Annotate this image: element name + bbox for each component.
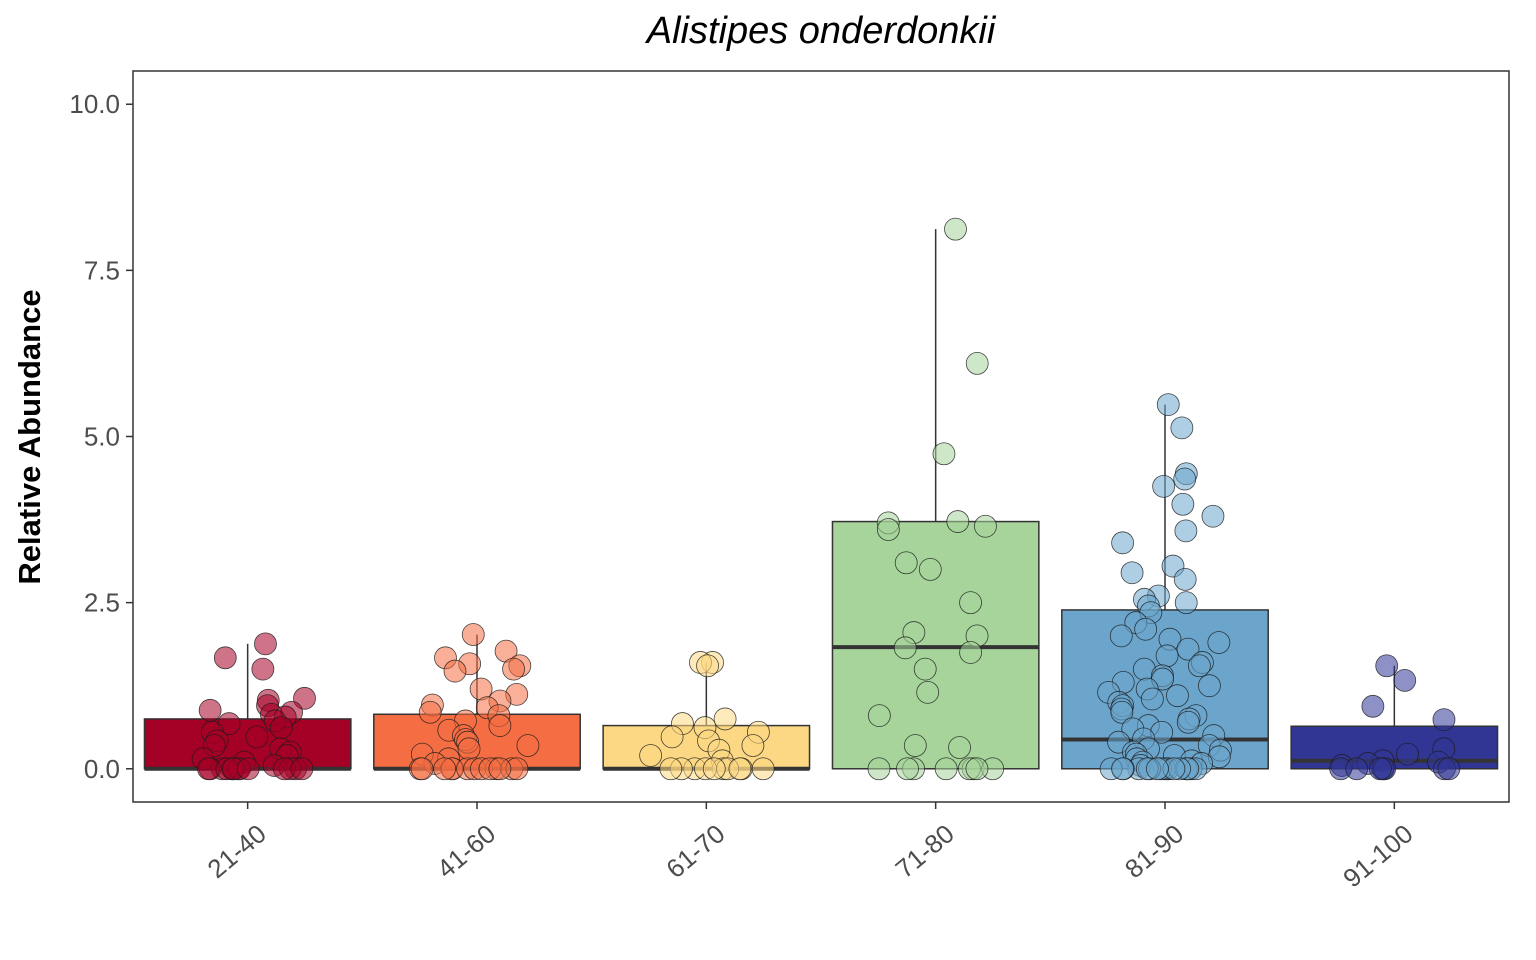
data-point	[918, 558, 942, 581]
x-tick-label: 71-80	[890, 818, 960, 884]
data-point	[974, 514, 997, 538]
data-point	[410, 757, 434, 781]
data-point	[965, 757, 989, 781]
data-point	[1188, 654, 1211, 678]
data-point	[1111, 757, 1134, 781]
data-point	[1140, 687, 1164, 711]
data-point	[1110, 700, 1134, 724]
data-point	[1173, 467, 1197, 491]
data-point	[934, 757, 958, 781]
x-tick-label: 41-60	[431, 818, 501, 884]
y-tick-label: 0.0	[84, 754, 120, 784]
data-point	[1197, 674, 1221, 698]
y-tick-label: 2.5	[84, 588, 120, 618]
data-point	[903, 734, 927, 757]
x-tick-label: 91-100	[1337, 818, 1418, 893]
data-point	[1393, 668, 1417, 692]
data-point	[1173, 567, 1197, 591]
chart-title: Alistipes onderdonkii	[646, 10, 996, 52]
data-point	[946, 510, 970, 533]
y-axis: 0.0 2.5 5.0 7.5 10.0	[69, 89, 133, 784]
data-point	[502, 657, 525, 681]
data-point	[660, 725, 684, 749]
data-point	[1201, 504, 1225, 528]
data-point	[290, 757, 314, 781]
data-point	[944, 217, 967, 241]
data-point	[1361, 694, 1385, 718]
x-tick-label: 61-70	[660, 818, 730, 884]
data-point	[236, 757, 260, 781]
data-point	[254, 632, 277, 656]
data-point	[696, 654, 719, 678]
data-point	[948, 736, 971, 759]
plot-panel-border	[132, 70, 1510, 803]
data-point	[959, 591, 982, 615]
data-point	[1111, 531, 1135, 555]
y-tick-label: 10.0	[69, 89, 120, 119]
data-point	[893, 636, 917, 660]
data-point	[1368, 757, 1392, 781]
data-point	[1171, 492, 1195, 516]
data-point	[1134, 617, 1158, 641]
data-point	[702, 757, 726, 781]
data-point	[1396, 742, 1419, 766]
data-point	[1166, 684, 1189, 708]
data-point	[516, 734, 540, 757]
data-point	[741, 734, 765, 757]
data-point	[1155, 644, 1179, 668]
x-axis: 21-40 41-60 61-70 71-80 81-90 91-100	[202, 802, 1419, 893]
data-point	[1345, 757, 1369, 781]
data-point	[213, 646, 237, 670]
data-point	[443, 659, 467, 683]
point-layer	[191, 217, 1461, 781]
data-point	[433, 757, 457, 781]
data-point	[488, 714, 512, 737]
data-point	[1174, 519, 1198, 543]
data-point	[867, 757, 891, 781]
data-point	[1146, 757, 1169, 781]
data-point	[867, 704, 891, 728]
data-point	[896, 757, 919, 781]
data-point	[488, 757, 512, 781]
data-point	[1176, 710, 1200, 734]
data-point	[1109, 624, 1133, 648]
x-tick-label: 21-40	[202, 818, 272, 884]
data-point	[1152, 474, 1176, 498]
data-point	[198, 698, 222, 722]
box-layer	[143, 229, 1499, 771]
data-point	[1432, 708, 1456, 731]
data-point	[728, 757, 752, 781]
data-point	[659, 757, 683, 781]
data-point	[251, 657, 275, 681]
data-point	[913, 657, 937, 681]
data-point	[1207, 631, 1231, 654]
data-point	[713, 707, 737, 731]
y-tick-label: 7.5	[84, 255, 120, 285]
data-point	[751, 757, 775, 781]
data-point	[269, 716, 293, 739]
data-point	[965, 351, 989, 375]
data-point	[932, 442, 956, 466]
data-point	[1437, 757, 1461, 781]
data-point	[461, 623, 485, 646]
data-point	[916, 680, 940, 704]
data-point	[1156, 393, 1180, 417]
data-point	[1170, 416, 1194, 440]
data-point	[1174, 591, 1198, 615]
y-tick-label: 5.0	[84, 422, 120, 452]
data-point	[245, 725, 269, 749]
data-point	[1120, 561, 1144, 585]
data-point	[418, 700, 442, 724]
x-tick-label: 81-90	[1119, 818, 1189, 884]
data-point	[639, 744, 663, 767]
data-point	[959, 641, 983, 664]
data-point	[1375, 654, 1399, 678]
data-point	[457, 737, 481, 761]
data-point	[1176, 637, 1200, 661]
data-point	[876, 518, 900, 541]
data-point	[894, 551, 918, 575]
